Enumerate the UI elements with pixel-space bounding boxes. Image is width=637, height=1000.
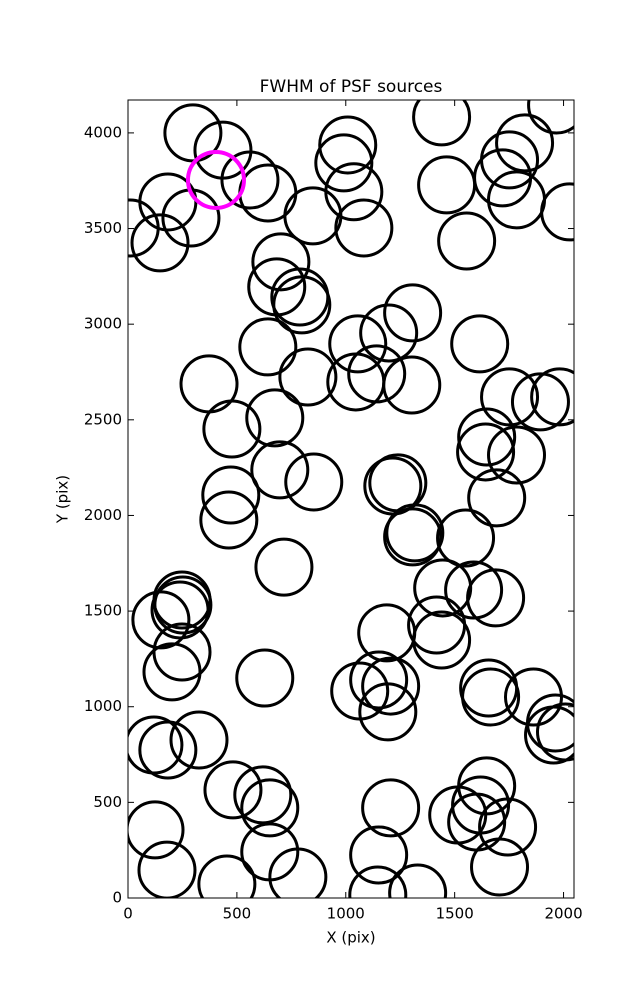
- chart-title: FWHM of PSF sources: [260, 77, 443, 97]
- source-circle: [383, 507, 443, 567]
- source-circle: [283, 186, 343, 246]
- source-circle: [201, 465, 261, 525]
- x-tick-label: 1500: [436, 905, 474, 923]
- source-circle: [169, 710, 229, 770]
- y-tick-label: 4000: [84, 123, 122, 141]
- source-circle: [457, 756, 517, 816]
- y-tick-label: 3000: [84, 315, 122, 333]
- source-circle: [233, 765, 293, 825]
- y-tick-label: 0: [112, 889, 122, 907]
- source-circle: [473, 148, 533, 208]
- source-circle: [348, 865, 408, 898]
- source-circle: [203, 760, 263, 820]
- source-circle: [142, 642, 202, 702]
- x-tick-label: 1000: [327, 905, 365, 923]
- source-circle: [138, 720, 198, 780]
- source-circle: [349, 650, 409, 710]
- source-circle: [525, 693, 574, 753]
- source-circle: [349, 825, 409, 885]
- x-tick-label: 0: [123, 905, 133, 923]
- source-circle: [413, 558, 473, 618]
- source-circle: [450, 314, 510, 374]
- source-circle: [199, 490, 259, 550]
- source-circle: [250, 440, 310, 500]
- source-circle: [328, 314, 388, 374]
- source-circle: [245, 388, 305, 448]
- source-circle: [510, 372, 570, 432]
- source-circle: [235, 648, 295, 708]
- source-circle: [150, 580, 210, 640]
- source-circle: [358, 682, 418, 742]
- source-circle: [466, 568, 526, 628]
- source-circle: [357, 603, 417, 663]
- source-circle: [530, 367, 574, 427]
- source-circle: [388, 863, 448, 898]
- axes-frame: [127, 99, 575, 899]
- source-circle: [487, 425, 547, 485]
- source-circle: [437, 211, 497, 271]
- source-circle: [268, 847, 328, 898]
- source-circle: [383, 283, 443, 343]
- y-tick-label: 1500: [84, 602, 122, 620]
- x-axis-label: X (pix): [326, 929, 375, 947]
- source-circle: [480, 367, 540, 427]
- source-circle: [128, 800, 185, 860]
- y-tick-label: 2000: [84, 506, 122, 524]
- source-circle: [382, 355, 442, 415]
- source-circle: [318, 115, 378, 175]
- source-circle: [278, 347, 338, 407]
- source-circle: [153, 575, 213, 635]
- y-axis-label: Y (pix): [54, 475, 72, 524]
- x-tick-label: 500: [223, 905, 252, 923]
- source-circle: [361, 778, 421, 838]
- source-circle: [361, 656, 421, 716]
- source-circle: [470, 837, 530, 897]
- source-circle: [179, 354, 239, 414]
- source-circle: [238, 317, 298, 377]
- source-circle: [314, 133, 374, 193]
- source-circle: [444, 560, 504, 620]
- source-circle: [359, 303, 419, 363]
- source-circle: [128, 198, 160, 258]
- source-circle: [240, 778, 300, 838]
- y-tick-label: 1000: [84, 697, 122, 715]
- source-circle: [536, 702, 574, 762]
- source-circle: [495, 113, 555, 173]
- source-circle: [137, 840, 197, 898]
- highlighted-source: [185, 149, 246, 210]
- source-circle: [197, 854, 257, 898]
- source-circle: [457, 407, 517, 467]
- source-circle: [459, 658, 519, 718]
- source-circle: [412, 100, 472, 147]
- source-circle: [385, 503, 445, 563]
- source-circle: [456, 422, 516, 482]
- source-circle: [417, 155, 477, 215]
- source-circle: [540, 182, 574, 242]
- x-tick-label: 2000: [544, 905, 582, 923]
- y-tick-label: 2500: [84, 410, 122, 428]
- source-circle: [527, 100, 574, 135]
- source-circle: [347, 344, 407, 404]
- source-circle: [334, 198, 394, 258]
- source-circle: [478, 797, 538, 857]
- source-circle: [220, 150, 280, 210]
- source-circle: [251, 232, 311, 292]
- plot-area: [128, 100, 574, 898]
- source-circle: [130, 213, 190, 273]
- source-circle: [467, 468, 527, 528]
- source-circle: [436, 508, 496, 568]
- source-circle: [487, 170, 547, 230]
- source-circle: [254, 537, 314, 597]
- source-circle: [131, 590, 191, 650]
- y-tick-label: 3500: [84, 219, 122, 237]
- source-circle: [202, 399, 262, 459]
- source-circle: [284, 452, 344, 512]
- source-circle: [238, 163, 298, 223]
- source-circle: [272, 275, 332, 335]
- y-tick-label: 500: [93, 793, 122, 811]
